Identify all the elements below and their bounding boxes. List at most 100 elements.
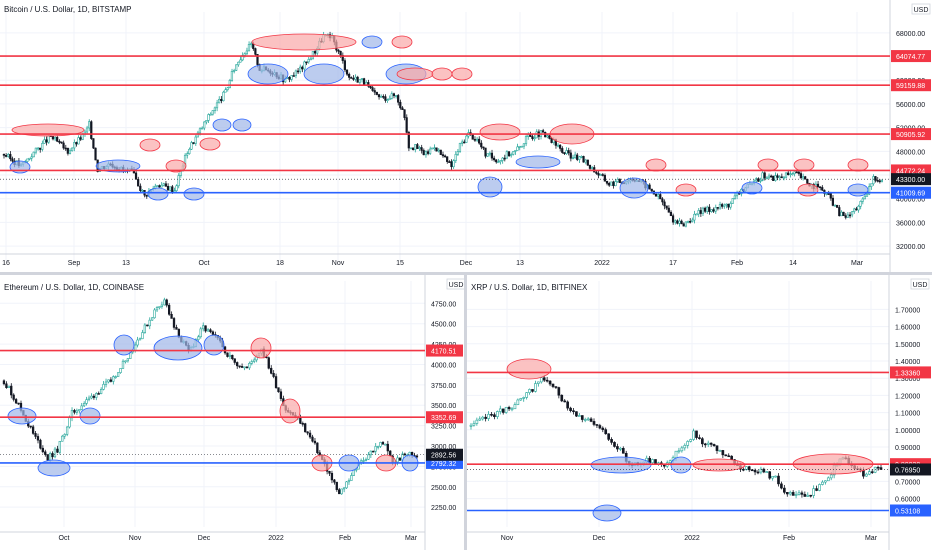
candle-body bbox=[342, 487, 346, 490]
resistance-ellipse[interactable] bbox=[847, 158, 869, 172]
btc-title: Bitcoin / U.S. Dollar, 1D, BITSTAMP bbox=[4, 5, 132, 14]
level-price-label: 41009.69 bbox=[896, 191, 925, 198]
resistance-ellipse[interactable] bbox=[757, 158, 779, 172]
support-ellipse[interactable] bbox=[153, 335, 203, 361]
support-ellipse[interactable] bbox=[303, 63, 345, 85]
candle-body bbox=[411, 147, 415, 150]
resistance-ellipse[interactable] bbox=[250, 337, 272, 359]
candle-body bbox=[422, 150, 425, 156]
support-ellipse[interactable] bbox=[590, 456, 652, 474]
support-ellipse[interactable] bbox=[203, 334, 225, 356]
candle-body bbox=[119, 368, 122, 373]
currency-badge[interactable] bbox=[446, 278, 464, 290]
candle-body bbox=[668, 460, 672, 463]
support-ellipse[interactable] bbox=[592, 504, 622, 522]
support-ellipse[interactable] bbox=[212, 118, 232, 132]
candle-body bbox=[343, 60, 346, 71]
candle-body bbox=[616, 446, 619, 450]
btc-panel[interactable]: 68000.0064000.0060000.0056000.0052000.00… bbox=[0, 0, 932, 272]
btc-chart[interactable]: 68000.0064000.0060000.0056000.0052000.00… bbox=[0, 0, 932, 272]
support-ellipse[interactable] bbox=[113, 334, 135, 356]
candle-body bbox=[578, 415, 581, 417]
support-ellipse[interactable] bbox=[477, 176, 503, 198]
candle-body bbox=[294, 70, 297, 76]
vertical-divider[interactable] bbox=[464, 275, 467, 550]
resistance-ellipse[interactable] bbox=[451, 67, 473, 81]
candle-body bbox=[203, 121, 206, 129]
support-ellipse[interactable] bbox=[247, 63, 289, 85]
resistance-ellipse[interactable] bbox=[506, 358, 552, 380]
candle-body bbox=[654, 193, 658, 197]
candle-body bbox=[371, 87, 374, 91]
support-ellipse[interactable] bbox=[619, 177, 649, 199]
currency-badge[interactable] bbox=[910, 278, 930, 290]
xrp-panel[interactable]: 1.70000 1.60000 1.50000 1.40000 1.30000 1.200… bbox=[467, 275, 932, 550]
resistance-ellipse[interactable] bbox=[645, 158, 667, 172]
support-ellipse[interactable] bbox=[37, 459, 71, 477]
candle-body bbox=[519, 398, 523, 401]
x-tick-label: Feb bbox=[731, 260, 743, 267]
support-ellipse[interactable] bbox=[515, 155, 561, 169]
candle-body bbox=[787, 172, 790, 176]
resistance-ellipse[interactable] bbox=[396, 67, 434, 81]
resistance-ellipse[interactable] bbox=[391, 35, 413, 49]
support-ellipse[interactable] bbox=[95, 159, 141, 173]
level-price-label: 0.53108 bbox=[895, 508, 920, 515]
candle-body bbox=[9, 154, 12, 160]
candle-body bbox=[36, 147, 40, 150]
resistance-ellipse[interactable] bbox=[797, 183, 819, 197]
candle-body bbox=[11, 158, 14, 162]
y-tick-label: 4000.00 bbox=[431, 362, 456, 369]
currency-badge[interactable] bbox=[911, 3, 931, 15]
support-ellipse[interactable] bbox=[670, 456, 692, 474]
candle-body bbox=[759, 180, 762, 182]
support-ellipse[interactable] bbox=[361, 35, 383, 49]
resistance-ellipse[interactable] bbox=[479, 123, 521, 141]
xrp-chart[interactable]: 1.70000 1.60000 1.50000 1.40000 1.30000 1.200… bbox=[467, 275, 932, 550]
support-ellipse[interactable] bbox=[847, 183, 869, 197]
support-ellipse[interactable] bbox=[232, 118, 252, 132]
support-ellipse[interactable] bbox=[79, 407, 101, 425]
eth-panel[interactable]: 4750.004500.004250.004000.003750.003500.… bbox=[0, 275, 464, 550]
candle-body bbox=[369, 450, 372, 456]
support-ellipse[interactable] bbox=[741, 181, 763, 195]
resistance-ellipse[interactable] bbox=[692, 458, 746, 472]
candle-body bbox=[245, 366, 249, 369]
candle-body bbox=[586, 159, 589, 166]
resistance-ellipse[interactable] bbox=[199, 137, 221, 151]
candle-body bbox=[53, 137, 57, 140]
resistance-ellipse[interactable] bbox=[11, 123, 85, 137]
candle-body bbox=[290, 75, 293, 80]
candle-body bbox=[90, 121, 93, 139]
candle-body bbox=[254, 48, 257, 55]
resistance-ellipse[interactable] bbox=[139, 138, 161, 152]
candle-body bbox=[789, 173, 792, 176]
candle-body bbox=[516, 146, 519, 151]
candle-body bbox=[774, 475, 777, 478]
resistance-ellipse[interactable] bbox=[279, 398, 301, 424]
x-tick-label: Mar bbox=[851, 260, 864, 267]
candle-body bbox=[68, 417, 71, 428]
candle-body bbox=[231, 354, 234, 360]
candle-body bbox=[408, 451, 411, 456]
candle-body bbox=[209, 329, 212, 333]
support-ellipse[interactable] bbox=[7, 407, 37, 425]
candle-body bbox=[439, 149, 442, 155]
resistance-ellipse[interactable] bbox=[675, 183, 697, 197]
y-tick-label: 1.60000 bbox=[895, 325, 920, 332]
candle-body bbox=[575, 411, 578, 417]
candle-body bbox=[586, 418, 590, 421]
candle-body bbox=[162, 183, 165, 186]
resistance-ellipse[interactable] bbox=[251, 33, 357, 51]
candle-body bbox=[504, 407, 508, 413]
support-ellipse[interactable] bbox=[147, 187, 169, 201]
horizontal-divider[interactable] bbox=[0, 272, 932, 275]
resistance-ellipse[interactable] bbox=[165, 159, 187, 173]
candle-body bbox=[729, 203, 732, 208]
support-ellipse[interactable] bbox=[183, 187, 205, 201]
eth-chart[interactable]: 4750.004500.004250.004000.003750.003500.… bbox=[0, 275, 464, 550]
candle-body bbox=[202, 325, 205, 330]
resistance-ellipse[interactable] bbox=[431, 67, 453, 81]
resistance-ellipse[interactable] bbox=[793, 158, 815, 172]
candle-body bbox=[709, 442, 713, 445]
